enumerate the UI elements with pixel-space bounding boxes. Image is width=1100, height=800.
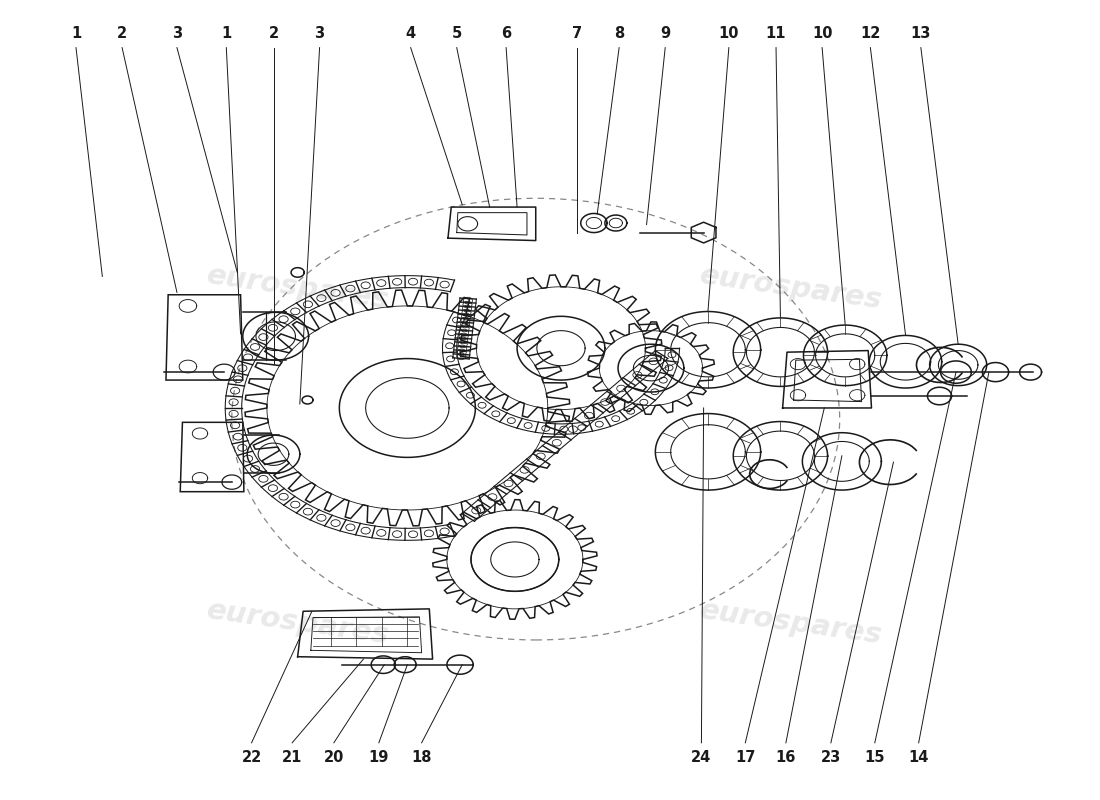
Text: 7: 7 [572,26,583,41]
Text: 5: 5 [452,26,462,41]
Text: 4: 4 [406,26,416,41]
Text: 17: 17 [735,750,756,765]
Text: 12: 12 [860,26,881,41]
Text: 20: 20 [323,750,344,765]
Text: 10: 10 [812,26,833,41]
Text: 3: 3 [172,26,182,41]
Text: 2: 2 [268,26,278,41]
Text: 8: 8 [614,26,624,41]
Text: 9: 9 [660,26,670,41]
Text: 1: 1 [221,26,231,41]
Text: eurospares: eurospares [698,262,884,315]
Text: 15: 15 [865,750,886,765]
Text: 11: 11 [766,26,786,41]
Text: eurospares: eurospares [698,597,884,650]
Text: 16: 16 [776,750,796,765]
Text: 23: 23 [821,750,842,765]
Text: eurospares: eurospares [205,262,390,315]
Text: 21: 21 [282,750,303,765]
Text: 6: 6 [500,26,512,41]
Text: eurospares: eurospares [205,597,390,650]
Text: 1: 1 [70,26,81,41]
Text: 18: 18 [411,750,432,765]
Text: 22: 22 [241,750,262,765]
Text: 10: 10 [718,26,739,41]
Text: 19: 19 [368,750,389,765]
Text: 24: 24 [691,750,712,765]
Text: 2: 2 [117,26,128,41]
Text: 14: 14 [909,750,928,765]
Text: 13: 13 [911,26,931,41]
Text: 3: 3 [315,26,324,41]
